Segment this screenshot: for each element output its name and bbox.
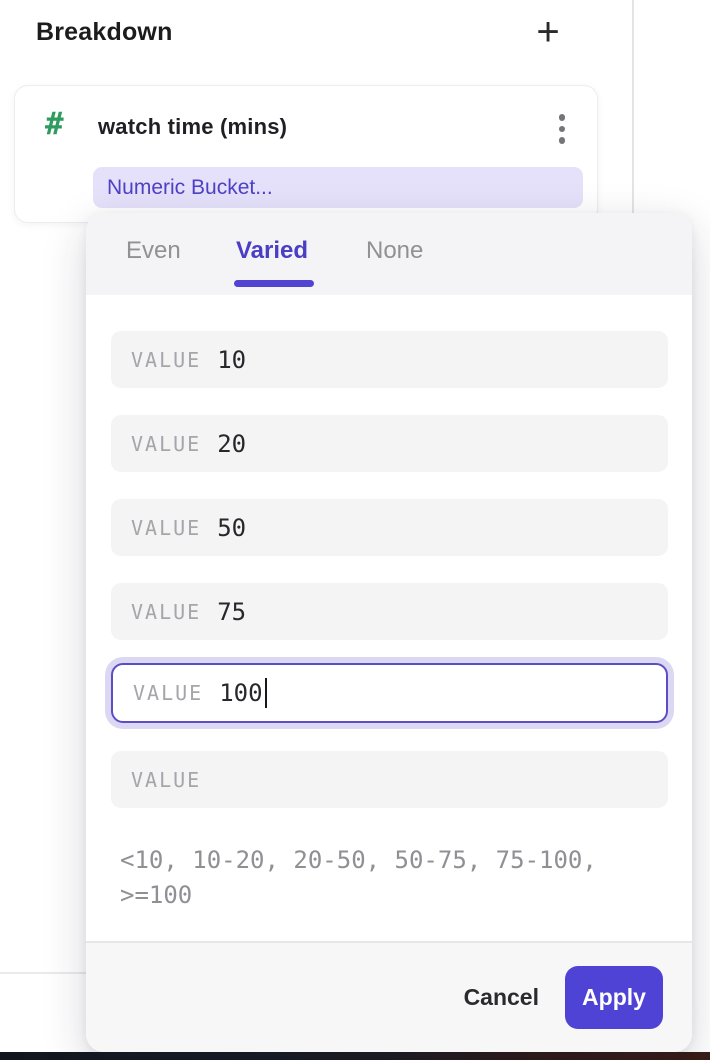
page-title: Breakdown <box>36 18 173 46</box>
numeric-type-icon: # <box>45 106 64 142</box>
value-label: VALUE <box>131 599 202 624</box>
tab-varied[interactable]: Varied <box>236 213 308 288</box>
panel-divider <box>632 0 634 214</box>
value-input-row-5-focused[interactable]: VALUE 100 <box>111 663 668 723</box>
value-label: VALUE <box>131 347 202 372</box>
text-cursor <box>264 678 268 708</box>
value-label: VALUE <box>131 767 202 792</box>
property-name: watch time (mins) <box>98 114 288 139</box>
bucket-tabs-bar: Even Varied None <box>86 213 692 295</box>
bucket-popover: Even Varied None VALUE 10 VALUE 20 VALUE… <box>86 213 692 1052</box>
plus-icon: + <box>536 10 560 54</box>
value-input-row-6-empty[interactable]: VALUE <box>111 751 668 808</box>
value-text: 10 <box>217 345 247 374</box>
value-input-row-3[interactable]: VALUE 50 <box>111 499 668 556</box>
bottom-content-edge <box>0 1052 710 1060</box>
value-text: 100 <box>219 679 263 707</box>
overflow-menu-button[interactable] <box>542 104 582 154</box>
value-label: VALUE <box>131 515 202 540</box>
section-divider <box>0 972 86 974</box>
numeric-bucket-chip-label: Numeric Bucket... <box>107 175 273 199</box>
bucket-ranges-preview: <10, 10-20, 20-50, 50-75, 75-100, >=100 <box>120 846 597 909</box>
value-input-row-4[interactable]: VALUE 75 <box>111 583 668 640</box>
tab-even[interactable]: Even <box>126 213 181 288</box>
breakdown-property-card: # watch time (mins) Numeric Bucket... <box>14 85 598 223</box>
apply-button[interactable]: Apply <box>565 966 663 1029</box>
value-input-row-1[interactable]: VALUE 10 <box>111 331 668 388</box>
active-tab-indicator <box>234 280 314 287</box>
tab-none[interactable]: None <box>366 213 423 288</box>
value-text: 50 <box>217 513 247 542</box>
cancel-button[interactable]: Cancel <box>463 984 539 1010</box>
value-text: 20 <box>217 429 247 458</box>
value-text: 75 <box>217 597 247 626</box>
value-label: VALUE <box>131 431 202 456</box>
value-input-row-2[interactable]: VALUE 20 <box>111 415 668 472</box>
value-label: VALUE <box>133 681 204 705</box>
add-breakdown-button[interactable]: + <box>527 8 569 56</box>
numeric-bucket-chip[interactable]: Numeric Bucket... <box>93 167 583 208</box>
kebab-icon <box>558 114 566 121</box>
popover-footer: Cancel Apply <box>86 941 692 1052</box>
